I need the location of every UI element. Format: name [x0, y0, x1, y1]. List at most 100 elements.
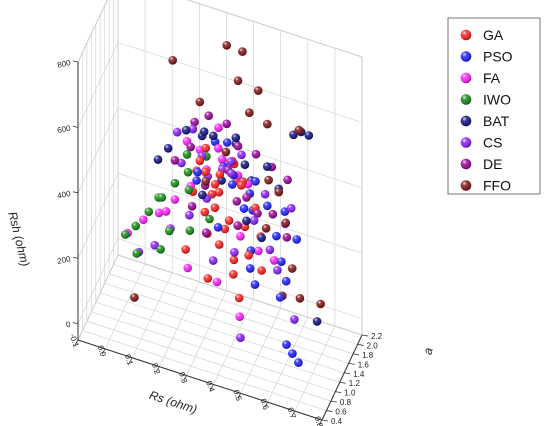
data-point-pso — [277, 257, 286, 267]
y-tick-label: 1.4 — [353, 370, 365, 379]
data-point-fa — [139, 215, 148, 224]
x-tick-label: 0.1 — [123, 353, 135, 367]
data-point-bat — [257, 233, 266, 243]
y-tick-label: 1.0 — [344, 389, 356, 398]
legend-item-bat: BAT — [460, 113, 510, 129]
data-point-ffo — [294, 125, 304, 135]
data-point-bat — [181, 125, 191, 135]
x-tick-label: 0.4 — [204, 380, 216, 394]
data-point-iwo — [157, 193, 167, 202]
legend-label: BAT — [483, 113, 510, 129]
data-point-pso — [251, 177, 260, 186]
data-point-ga — [201, 143, 211, 153]
data-point-ffo — [238, 47, 247, 56]
data-point-cs — [226, 157, 235, 166]
data-point-fa — [217, 155, 227, 164]
data-point-bat — [263, 162, 272, 171]
legend-label: IWO — [483, 92, 511, 108]
data-point-bat — [240, 160, 250, 169]
legend-label: DE — [483, 156, 502, 172]
legend-item-ffo: FFO — [460, 178, 511, 194]
x-tick-label: 0.5 — [231, 389, 243, 403]
data-point-de — [170, 156, 180, 165]
data-point-ffo — [195, 97, 205, 107]
data-point-de — [251, 149, 261, 159]
data-point-fa — [183, 263, 192, 273]
y-tick-label: 1.6 — [358, 360, 370, 369]
data-point-bat — [231, 133, 241, 142]
legend: GA PSO FA IWO BAT CS DE FFO — [447, 17, 541, 195]
data-point-fa — [161, 207, 171, 216]
data-point-pso — [193, 167, 202, 177]
data-point-cs — [236, 333, 245, 343]
data-point-ffo — [264, 175, 273, 185]
data-point-de — [283, 175, 292, 185]
data-point-fa — [269, 256, 279, 265]
tick-labels: -0.10.00.10.20.30.40.50.60.70.8 0.40.60.8… — [56, 58, 382, 426]
data-point-bat — [163, 144, 173, 153]
data-point-pso — [245, 264, 255, 273]
data-point-iwo — [132, 249, 141, 258]
data-point-iwo — [184, 185, 194, 195]
data-point-iwo — [205, 214, 214, 224]
data-point-de — [253, 209, 262, 218]
y-axis-title: a — [421, 346, 436, 356]
data-point-iwo — [144, 207, 154, 216]
x-tick-label: 0.3 — [177, 371, 189, 385]
data-point-ga — [224, 216, 234, 225]
data-point-cs — [265, 245, 275, 255]
data-point-iwo — [156, 245, 165, 254]
x-tick-label: 0.6 — [258, 397, 270, 411]
z-tick-label: 800 — [56, 58, 71, 70]
data-point-ffo — [201, 177, 210, 186]
data-point-pso — [275, 293, 285, 302]
data-point-ga — [215, 170, 225, 179]
data-point-ga — [214, 240, 224, 249]
data-point-de — [242, 193, 251, 202]
data-point-iwo — [165, 226, 174, 236]
data-point-pso — [282, 340, 291, 349]
data-point-ffo — [221, 147, 231, 157]
data-point-de — [190, 117, 199, 127]
data-point-cs — [177, 158, 186, 168]
data-point-cs — [273, 265, 282, 275]
data-point-ffo — [168, 56, 177, 65]
z-axis-title: Rsh (ohm) — [5, 210, 32, 268]
data-point-ffo — [245, 108, 254, 117]
data-point-fa — [214, 144, 223, 153]
data-point-ga — [257, 266, 266, 275]
legend-item-iwo: IWO — [460, 92, 511, 108]
data-point-pso — [222, 138, 232, 147]
data-point-fa — [236, 232, 245, 241]
data-point-ga — [214, 187, 224, 197]
y-axis-line — [321, 334, 363, 421]
data-point-pso — [263, 201, 272, 211]
data-point-pso — [239, 204, 249, 213]
data-point-ffo — [263, 119, 272, 129]
data-point-bat — [153, 155, 163, 164]
data-point-bat — [312, 317, 322, 326]
z-tick-label: 400 — [56, 189, 71, 201]
data-point-iwo — [182, 150, 192, 159]
data-point-cs — [188, 124, 198, 134]
z-tick-label: 200 — [56, 254, 71, 266]
data-point-cs — [230, 248, 239, 257]
data-point-de — [222, 119, 231, 129]
x-tick-label: 0.2 — [150, 362, 162, 376]
data-point-ga — [200, 207, 210, 217]
y-tick-label: 0.6 — [335, 408, 347, 417]
data-point-cs — [286, 203, 296, 213]
data-point-ffo — [281, 218, 291, 228]
data-point-ga — [203, 274, 213, 283]
legend-label: PSO — [483, 49, 513, 65]
data-point-ga — [229, 255, 239, 265]
data-point-ffo — [253, 86, 263, 95]
data-point-ga — [229, 270, 238, 279]
x-tick-label: 0.0 — [96, 344, 108, 358]
data-point-bat — [304, 131, 314, 140]
grid-lines — [77, 0, 363, 421]
data-point-iwo — [121, 230, 130, 239]
data-point-fa — [235, 312, 244, 322]
x-axis-line — [77, 339, 323, 421]
